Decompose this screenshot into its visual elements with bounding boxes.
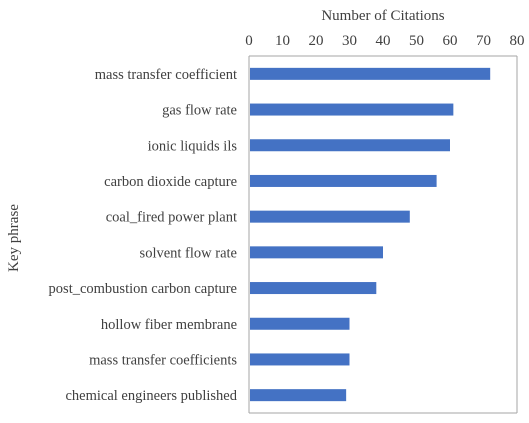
category-label: post_combustion carbon capture [49, 281, 237, 297]
bar [250, 282, 377, 295]
x-tick-label: 30 [342, 33, 357, 49]
category-label: chemical engineers published [65, 388, 237, 404]
category-label: mass transfer coefficients [89, 352, 237, 368]
x-ticks: 0 10 20 30 40 50 60 70 80 [245, 33, 524, 49]
category-label: solvent flow rate [140, 245, 237, 261]
category-label: mass transfer coefficient [95, 67, 237, 83]
x-tick-label: 50 [409, 33, 424, 49]
bar [250, 67, 491, 80]
category-labels: mass transfer coefficient gas flow rate io… [49, 67, 238, 404]
x-tick-label: 40 [376, 33, 391, 49]
bar [250, 103, 454, 116]
y-axis-title: Key phrase [6, 204, 22, 272]
bar [250, 317, 350, 330]
category-label: coal_fired power plant [106, 210, 237, 226]
bar [250, 353, 350, 366]
category-label: hollow fiber membrane [101, 317, 237, 333]
bar [250, 139, 450, 152]
category-label: ionic liquids ils [148, 138, 238, 154]
bar [250, 246, 383, 259]
x-tick-label: 80 [510, 33, 525, 49]
x-axis-title: Number of Citations [321, 8, 444, 24]
bar [250, 174, 437, 187]
x-tick-label: 20 [309, 33, 324, 49]
category-label: carbon dioxide capture [104, 174, 237, 190]
category-label: gas flow rate [162, 103, 237, 119]
bar [250, 210, 410, 223]
x-tick-label: 70 [476, 33, 491, 49]
x-tick-label: 60 [443, 33, 458, 49]
bars [250, 67, 491, 402]
bar [250, 389, 347, 402]
x-tick-label: 10 [275, 33, 290, 49]
x-tick-label: 0 [245, 33, 253, 49]
